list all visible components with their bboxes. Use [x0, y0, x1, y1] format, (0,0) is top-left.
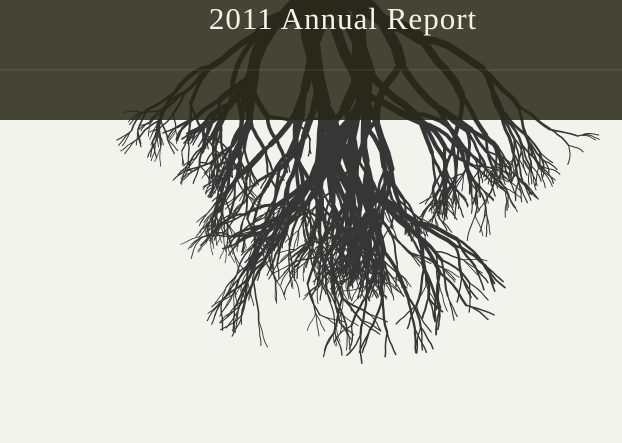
root-branch [435, 297, 436, 321]
title: 2011 Annual Report [209, 1, 477, 36]
root-branch [381, 251, 383, 297]
root-branch [472, 196, 473, 213]
cover: 2011 Annual Report [0, 0, 622, 443]
page: {"header": {"title": "2011 Annual Report… [0, 0, 622, 443]
root-branch [471, 180, 472, 194]
